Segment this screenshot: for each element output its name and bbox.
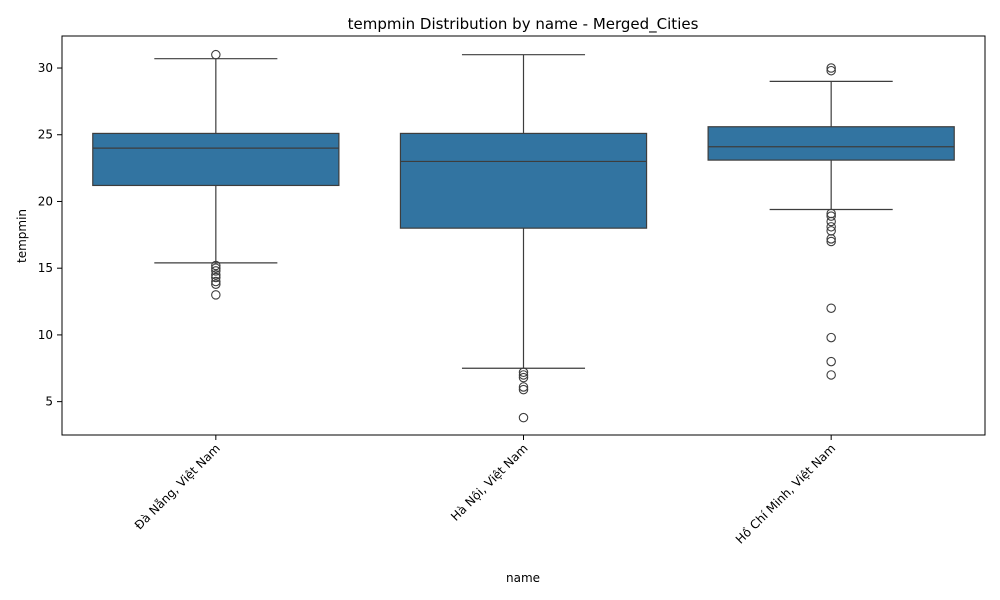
x-axis-label: name	[506, 571, 540, 585]
outlier-point	[518, 372, 529, 383]
outlier-point	[518, 370, 529, 380]
outlier-point	[826, 234, 836, 244]
box-iqr	[399, 132, 648, 229]
y-tick-label: 30	[38, 61, 53, 75]
outlier-point	[826, 332, 836, 343]
y-tick-label: 5	[45, 395, 53, 409]
outlier-point	[826, 303, 836, 313]
outlier-point	[211, 276, 221, 287]
outlier-point	[211, 279, 221, 289]
outlier-point	[211, 260, 221, 271]
plot-area: Đà Nẵng, Việt Nam Hà Nội, Việt Nam Hồ Chí …	[38, 35, 986, 547]
outlier-point	[211, 266, 221, 276]
outlier-point	[826, 370, 836, 380]
plot-frame	[61, 35, 986, 436]
outlier-point	[518, 384, 529, 395]
outlier-point	[826, 65, 836, 76]
outlier-point	[211, 270, 221, 280]
outlier-point	[518, 382, 529, 392]
outlier-point	[826, 222, 836, 232]
x-tick-label: Đà Nẵng, Việt Nam	[132, 441, 223, 532]
y-tick-label: 20	[38, 194, 53, 208]
outlier-point	[211, 263, 221, 273]
box-iqr	[92, 132, 340, 187]
outlier-point	[826, 216, 836, 227]
chart-title: tempmin Distribution by name - Merged_Ci…	[348, 15, 699, 34]
y-tick-label: 25	[38, 128, 53, 142]
outlier-point	[518, 367, 529, 378]
y-tick-label: 10	[38, 328, 53, 342]
outlier-point	[826, 211, 836, 221]
x-tick-label: Hồ Chí Minh, Việt Nam	[733, 441, 838, 546]
outlier-point	[826, 63, 836, 73]
outlier-point	[518, 412, 529, 423]
outlier-point	[211, 290, 221, 300]
x-tick-label: Hà Nội, Việt Nam	[448, 441, 531, 524]
outlier-point	[826, 356, 836, 367]
outlier-point	[211, 272, 221, 283]
y-axis-label: tempmin	[15, 209, 29, 263]
outlier-point	[211, 49, 221, 60]
box-iqr	[707, 126, 955, 161]
outlier-point	[826, 236, 836, 247]
y-tick-label: 15	[38, 261, 53, 275]
